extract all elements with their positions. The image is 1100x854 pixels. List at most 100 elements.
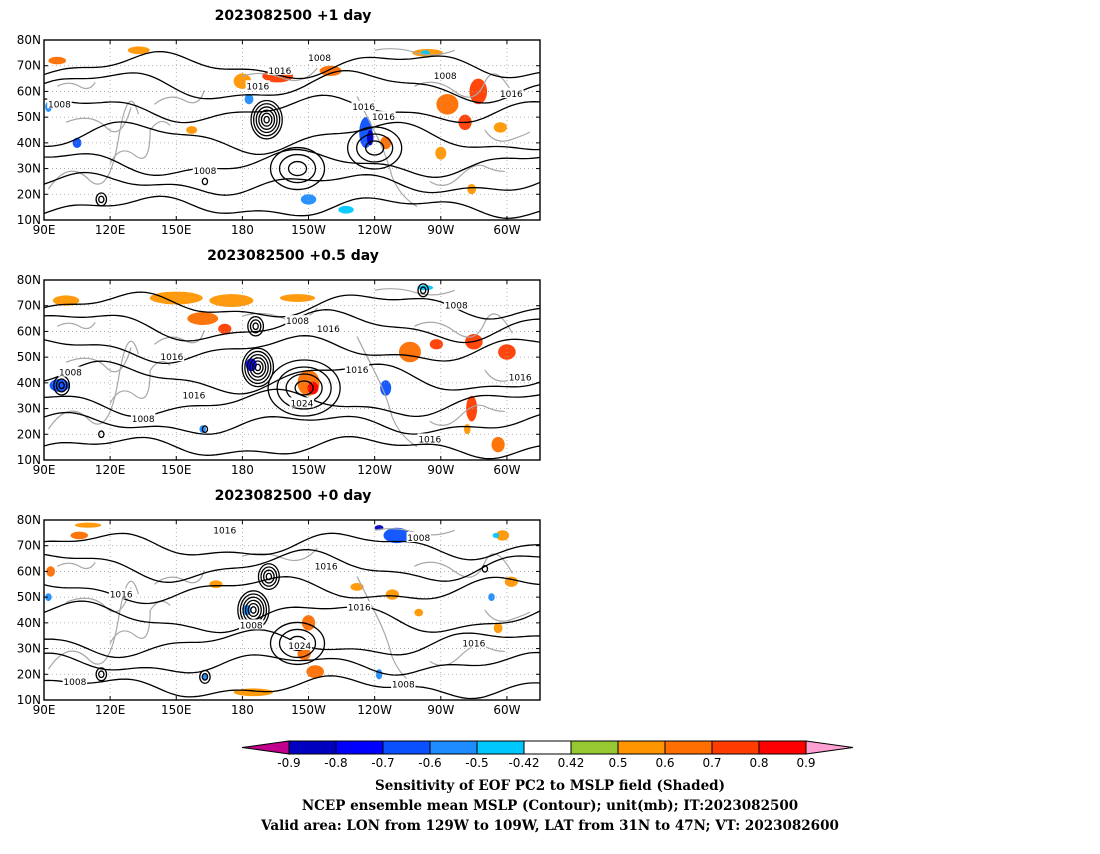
lat-tick-label: 60N [17,84,41,98]
sensitivity-patch [493,122,507,133]
low-center-contour [265,572,273,581]
coastline [356,336,418,448]
lon-tick-label: 120E [95,463,126,477]
lon-tick-label: 90E [33,463,56,477]
isobar [44,600,540,634]
lat-tick-label: 70N [17,59,41,73]
contour-label: 1016 [268,67,291,77]
contour-label-bg [391,678,416,689]
isobar [44,148,540,178]
coastline [374,48,455,56]
colorbar-tick-label: -0.5 [465,756,488,770]
sensitivity-patch [398,341,421,363]
low-center-contour [249,319,262,334]
sensitivity-patch [436,94,459,115]
contour-label-bg [351,100,376,111]
contour-label-bg [108,588,134,599]
colorbar-segment [758,740,807,755]
low-center-contour [258,109,276,130]
sensitivity-patch [435,146,447,160]
panel-title: 2023082500 +1 day [215,8,372,24]
lat-tick-label: 40N [17,376,41,390]
contour-label-bg [62,676,88,686]
contour-label-bg [58,366,83,377]
lon-tick-label: 180 [231,223,254,237]
contour-label-bg [371,111,396,122]
lon-tick-label: 120W [357,223,392,237]
contour-label-bg [289,397,315,408]
contour-label-bg [192,165,218,176]
colorbar-tick-label: -0.7 [371,756,394,770]
colorbar: -0.9 -0.8 -0.7 -0.6 -0.5 -0.42 0.42 0.5 0.6 0.7 0.… [241,740,854,770]
contour-label-bg [499,88,524,98]
contour-label: 1016 [500,90,523,100]
sensitivity-patch [300,194,317,205]
lon-tick-label: 90W [427,703,454,717]
contour-label: 1016 [317,325,340,335]
isobar [44,549,540,583]
map-plot: 1016 1008 1016 1016 1008 1016 1024 1016 1008 1008… [17,513,541,717]
lon-tick-label: 60W [493,703,520,717]
isobar [44,195,540,219]
plot-frame [43,519,541,701]
lat-tick-label: 70N [17,539,41,553]
map-background [44,280,540,460]
lon-tick-label: 150E [161,703,192,717]
contour-label: 1016 [418,435,441,445]
low-center-contour [419,286,427,295]
lat-tick-label: 10N [17,693,41,707]
lon-tick-label: 90W [427,223,454,237]
isobar [44,171,540,196]
sensitivity-patch [414,608,424,617]
sensitivity-patch [466,395,478,422]
colorbar-segment [382,740,431,755]
coastline [47,340,139,430]
contour-label-bg [347,601,372,612]
lat-tick-label: 50N [17,350,41,364]
contour-label: 1016 [509,374,532,384]
sensitivity-patch [380,380,392,396]
sensitivity-patch [209,294,254,308]
low-center-contour [246,353,269,381]
contour-label: 1008 [240,621,263,631]
isobar [44,360,540,395]
panel-title: 2023082500 +0.5 day [207,248,379,264]
contour-label: 1016 [315,562,338,572]
coastline [56,81,96,90]
contour-label: 1024 [288,642,311,652]
sensitivity-patch [429,339,444,350]
high-center-contour [267,359,341,417]
high-center-contour [269,146,326,191]
lon-tick-label: 120W [357,463,392,477]
sensitivity-patch [279,294,316,302]
low-center-contour [201,425,209,433]
sensitivity-patch [52,295,80,306]
contour-label-bg [181,389,207,400]
high-center-contour [356,133,394,163]
low-center-contour [244,350,272,385]
isobar [44,388,540,418]
contour-label: 1016 [346,366,369,376]
isobar [44,411,540,435]
high-center-contour [278,628,317,659]
high-center-contour [347,126,403,170]
sensitivity-patch [48,56,67,65]
contour-label-bg [307,52,332,62]
high-center-contour [276,366,332,410]
low-center-contour [98,430,105,439]
lon-tick-label: 120E [95,223,126,237]
coastline [429,404,505,427]
sensitivity-patch [244,94,254,105]
sensitivity-patch [338,205,354,214]
contour-label: 1024 [290,399,313,409]
contour-label: 1016 [160,353,183,363]
contour-label: 1016 [352,103,375,113]
lon-tick-label: 180 [231,703,254,717]
sensitivity-patch [186,126,198,134]
contour-label: 1008 [434,72,457,82]
contour-label-bg [417,433,442,444]
sensitivity-patch [492,532,500,539]
isobar [44,629,540,659]
low-center-contour [249,357,267,378]
